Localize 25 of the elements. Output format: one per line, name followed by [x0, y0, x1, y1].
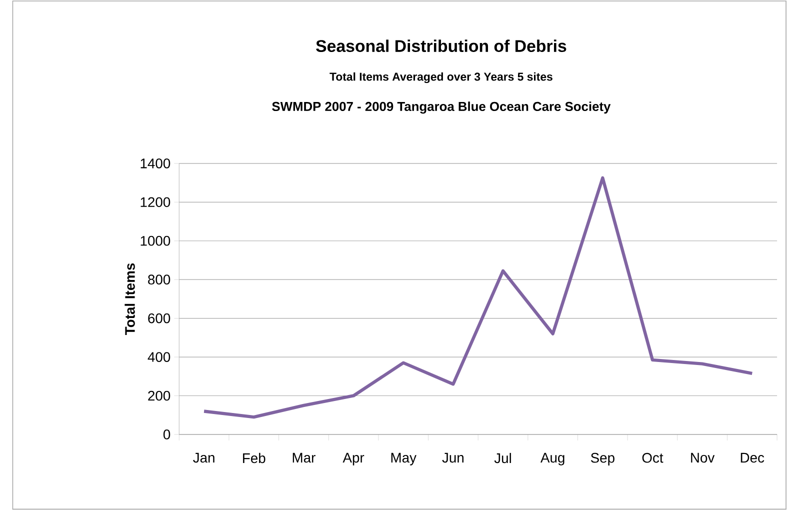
x-tick-label: Sep — [590, 452, 614, 466]
x-tick-label: Jan — [193, 452, 214, 463]
y-tick-label: 1200 — [140, 197, 170, 207]
y-tick-label: 1000 — [140, 236, 170, 246]
x-tick-label: Aug — [540, 452, 564, 466]
x-tick-label: Apr — [342, 452, 364, 466]
y-tick-label: 200 — [148, 390, 170, 401]
y-tick-label: 1400 — [140, 158, 170, 168]
chart-subtitle: Total Items Averaged over 3 Years 5 sites — [330, 72, 552, 83]
x-tick-label: Nov — [691, 452, 715, 463]
text: SWMDP 2007 - 2009 Tangaroa Blue Ocean Care Society — [272, 101, 611, 114]
x-tick-label: Dec — [740, 452, 764, 463]
y-tick-label: 600 — [148, 313, 170, 324]
x-tick-label: Feb — [243, 452, 266, 464]
x-tick-label: May — [391, 452, 416, 466]
x-tick-label: Mar — [292, 452, 316, 463]
y-tick-label: 400 — [148, 352, 170, 362]
y-tick-label: 0 — [163, 429, 170, 440]
x-tick-label: Jul — [494, 452, 511, 464]
y-axis-title: Total Items — [124, 263, 135, 335]
y-tick-label: 800 — [148, 274, 170, 284]
line-series — [202, 176, 754, 419]
x-tick-label: Jun — [442, 452, 464, 463]
chart-title: Seasonal Distribution of Debris — [316, 40, 566, 52]
x-tick-label: Oct — [642, 452, 664, 463]
